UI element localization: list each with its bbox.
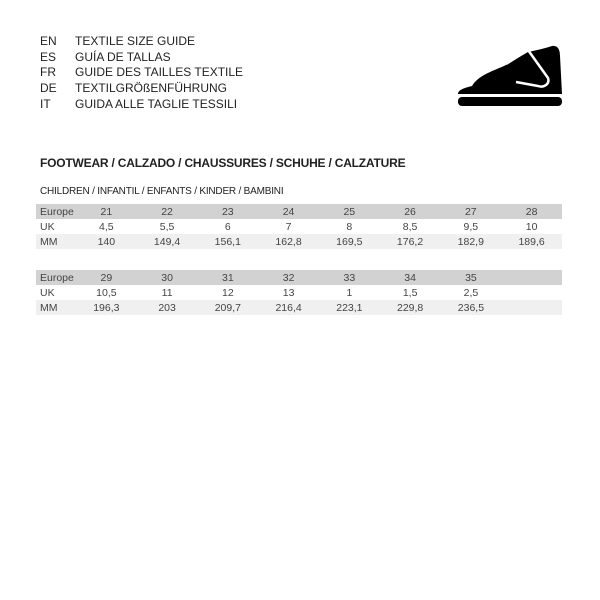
row-label: UK <box>40 220 55 233</box>
size-cell: 8 <box>346 220 353 233</box>
table-row: UK 10,5 11 12 13 1 1,5 2,5 <box>36 285 562 300</box>
size-table-2: Europe 29 30 31 32 33 34 35 UK 10,5 11 12 13 1 1,5 2,5 M… <box>36 270 562 315</box>
size-cell: 162,8 <box>275 235 302 248</box>
size-cell: 13 <box>282 286 295 299</box>
size-cell: 32 <box>282 271 295 284</box>
size-cell: 223,1 <box>336 301 363 314</box>
size-cell: 8,5 <box>402 220 418 233</box>
row-label: UK <box>40 286 55 299</box>
language-row: ES GUÍA DE TALLAS <box>40 50 243 66</box>
size-cell: 140 <box>97 235 116 248</box>
section-title: FOOTWEAR / CALZADO / CHAUSSURES / SCHUHE… <box>40 156 406 170</box>
size-cell: 25 <box>343 205 356 218</box>
language-row: FR GUIDE DES TAILLES TEXTILE <box>40 65 243 81</box>
size-cell: 33 <box>343 271 356 284</box>
language-code: DE <box>40 81 57 96</box>
subsection-title: CHILDREN / INFANTIL / ENFANTS / KINDER /… <box>40 186 284 197</box>
size-cell: 176,2 <box>396 235 424 248</box>
size-cell: 203 <box>158 301 176 314</box>
language-title: TEXTILGRÖßENFÜHRUNG <box>75 81 228 96</box>
size-cell: 149,4 <box>153 235 181 248</box>
size-cell: 5,5 <box>159 220 175 233</box>
size-cell: 196,3 <box>93 301 120 314</box>
size-cell: 35 <box>465 271 477 284</box>
language-title: GUIDE DES TAILLES TEXTILE <box>75 65 244 80</box>
row-label: MM <box>40 301 58 314</box>
shoe-icon <box>458 45 562 106</box>
size-table-1: Europe 21 22 23 24 25 26 27 28 UK 4,5 5,5 6 7 8 8,5 9,5 1… <box>36 204 562 249</box>
language-row: EN TEXTILE SIZE GUIDE <box>40 34 243 50</box>
size-cell: 1,5 <box>402 286 418 299</box>
size-cell: 23 <box>221 205 234 218</box>
size-cell: 21 <box>100 205 113 218</box>
size-cell: 1 <box>346 286 353 299</box>
language-title: TEXTILE SIZE GUIDE <box>75 34 196 48</box>
language-titles: EN TEXTILE SIZE GUIDE ES GUÍA DE TALLAS FR GU… <box>40 34 243 113</box>
language-code: IT <box>40 96 51 111</box>
size-cell: 11 <box>161 286 173 299</box>
size-cell <box>501 285 562 300</box>
size-cell: 29 <box>100 271 113 284</box>
size-cell: 169,5 <box>336 235 363 248</box>
language-code: ES <box>40 49 57 64</box>
size-cell: 22 <box>161 205 173 218</box>
size-cell: 6 <box>224 220 231 233</box>
language-code: FR <box>40 65 56 80</box>
size-cell: 156,1 <box>214 235 241 248</box>
size-cell: 10,5 <box>96 286 117 299</box>
size-cell: 31 <box>222 271 234 284</box>
size-cell: 216,4 <box>275 301 302 314</box>
size-cell: 209,7 <box>214 301 241 314</box>
size-cell: 28 <box>525 205 538 218</box>
size-cell: 2,5 <box>463 286 479 299</box>
language-title: GUÍA DE TALLAS <box>75 49 171 64</box>
table-row: Europe 21 22 23 24 25 26 27 28 <box>36 204 562 219</box>
size-cell: 229,8 <box>397 301 424 314</box>
language-row: DE TEXTILGRÖßENFÜHRUNG <box>40 81 243 97</box>
size-cell: 30 <box>161 271 173 284</box>
size-cell: 7 <box>285 220 292 233</box>
table-row: MM 140 149,4 156,1 162,8 169,5 176,2 182,9 189,6 <box>36 234 562 249</box>
size-cell: 24 <box>282 205 295 218</box>
row-label: MM <box>40 235 58 248</box>
size-cell: 9,5 <box>463 220 479 233</box>
row-label: Europe <box>40 205 74 218</box>
row-label: Europe <box>40 271 74 284</box>
language-title: GUIDA ALLE TAGLIE TESSILI <box>75 96 238 111</box>
size-cell: 10 <box>525 220 538 233</box>
language-code: EN <box>40 34 57 48</box>
table-row: MM 196,3 203 209,7 216,4 223,1 229,8 236,5 <box>36 300 562 315</box>
size-cell: 12 <box>222 286 234 299</box>
language-row: IT GUIDA ALLE TAGLIE TESSILI <box>40 97 243 113</box>
size-cell: 236,5 <box>457 301 485 314</box>
size-cell: 27 <box>464 205 477 218</box>
table-row: Europe 29 30 31 32 33 34 35 <box>36 270 562 285</box>
size-cell: 189,6 <box>518 235 545 248</box>
size-cell: 182,9 <box>457 235 484 248</box>
size-cell: 26 <box>404 205 416 218</box>
table-row: UK 4,5 5,5 6 7 8 8,5 9,5 10 <box>36 219 562 234</box>
size-cell: 4,5 <box>99 220 114 233</box>
size-cell <box>501 270 562 285</box>
size-cell: 34 <box>404 271 416 284</box>
size-cell <box>501 300 562 315</box>
